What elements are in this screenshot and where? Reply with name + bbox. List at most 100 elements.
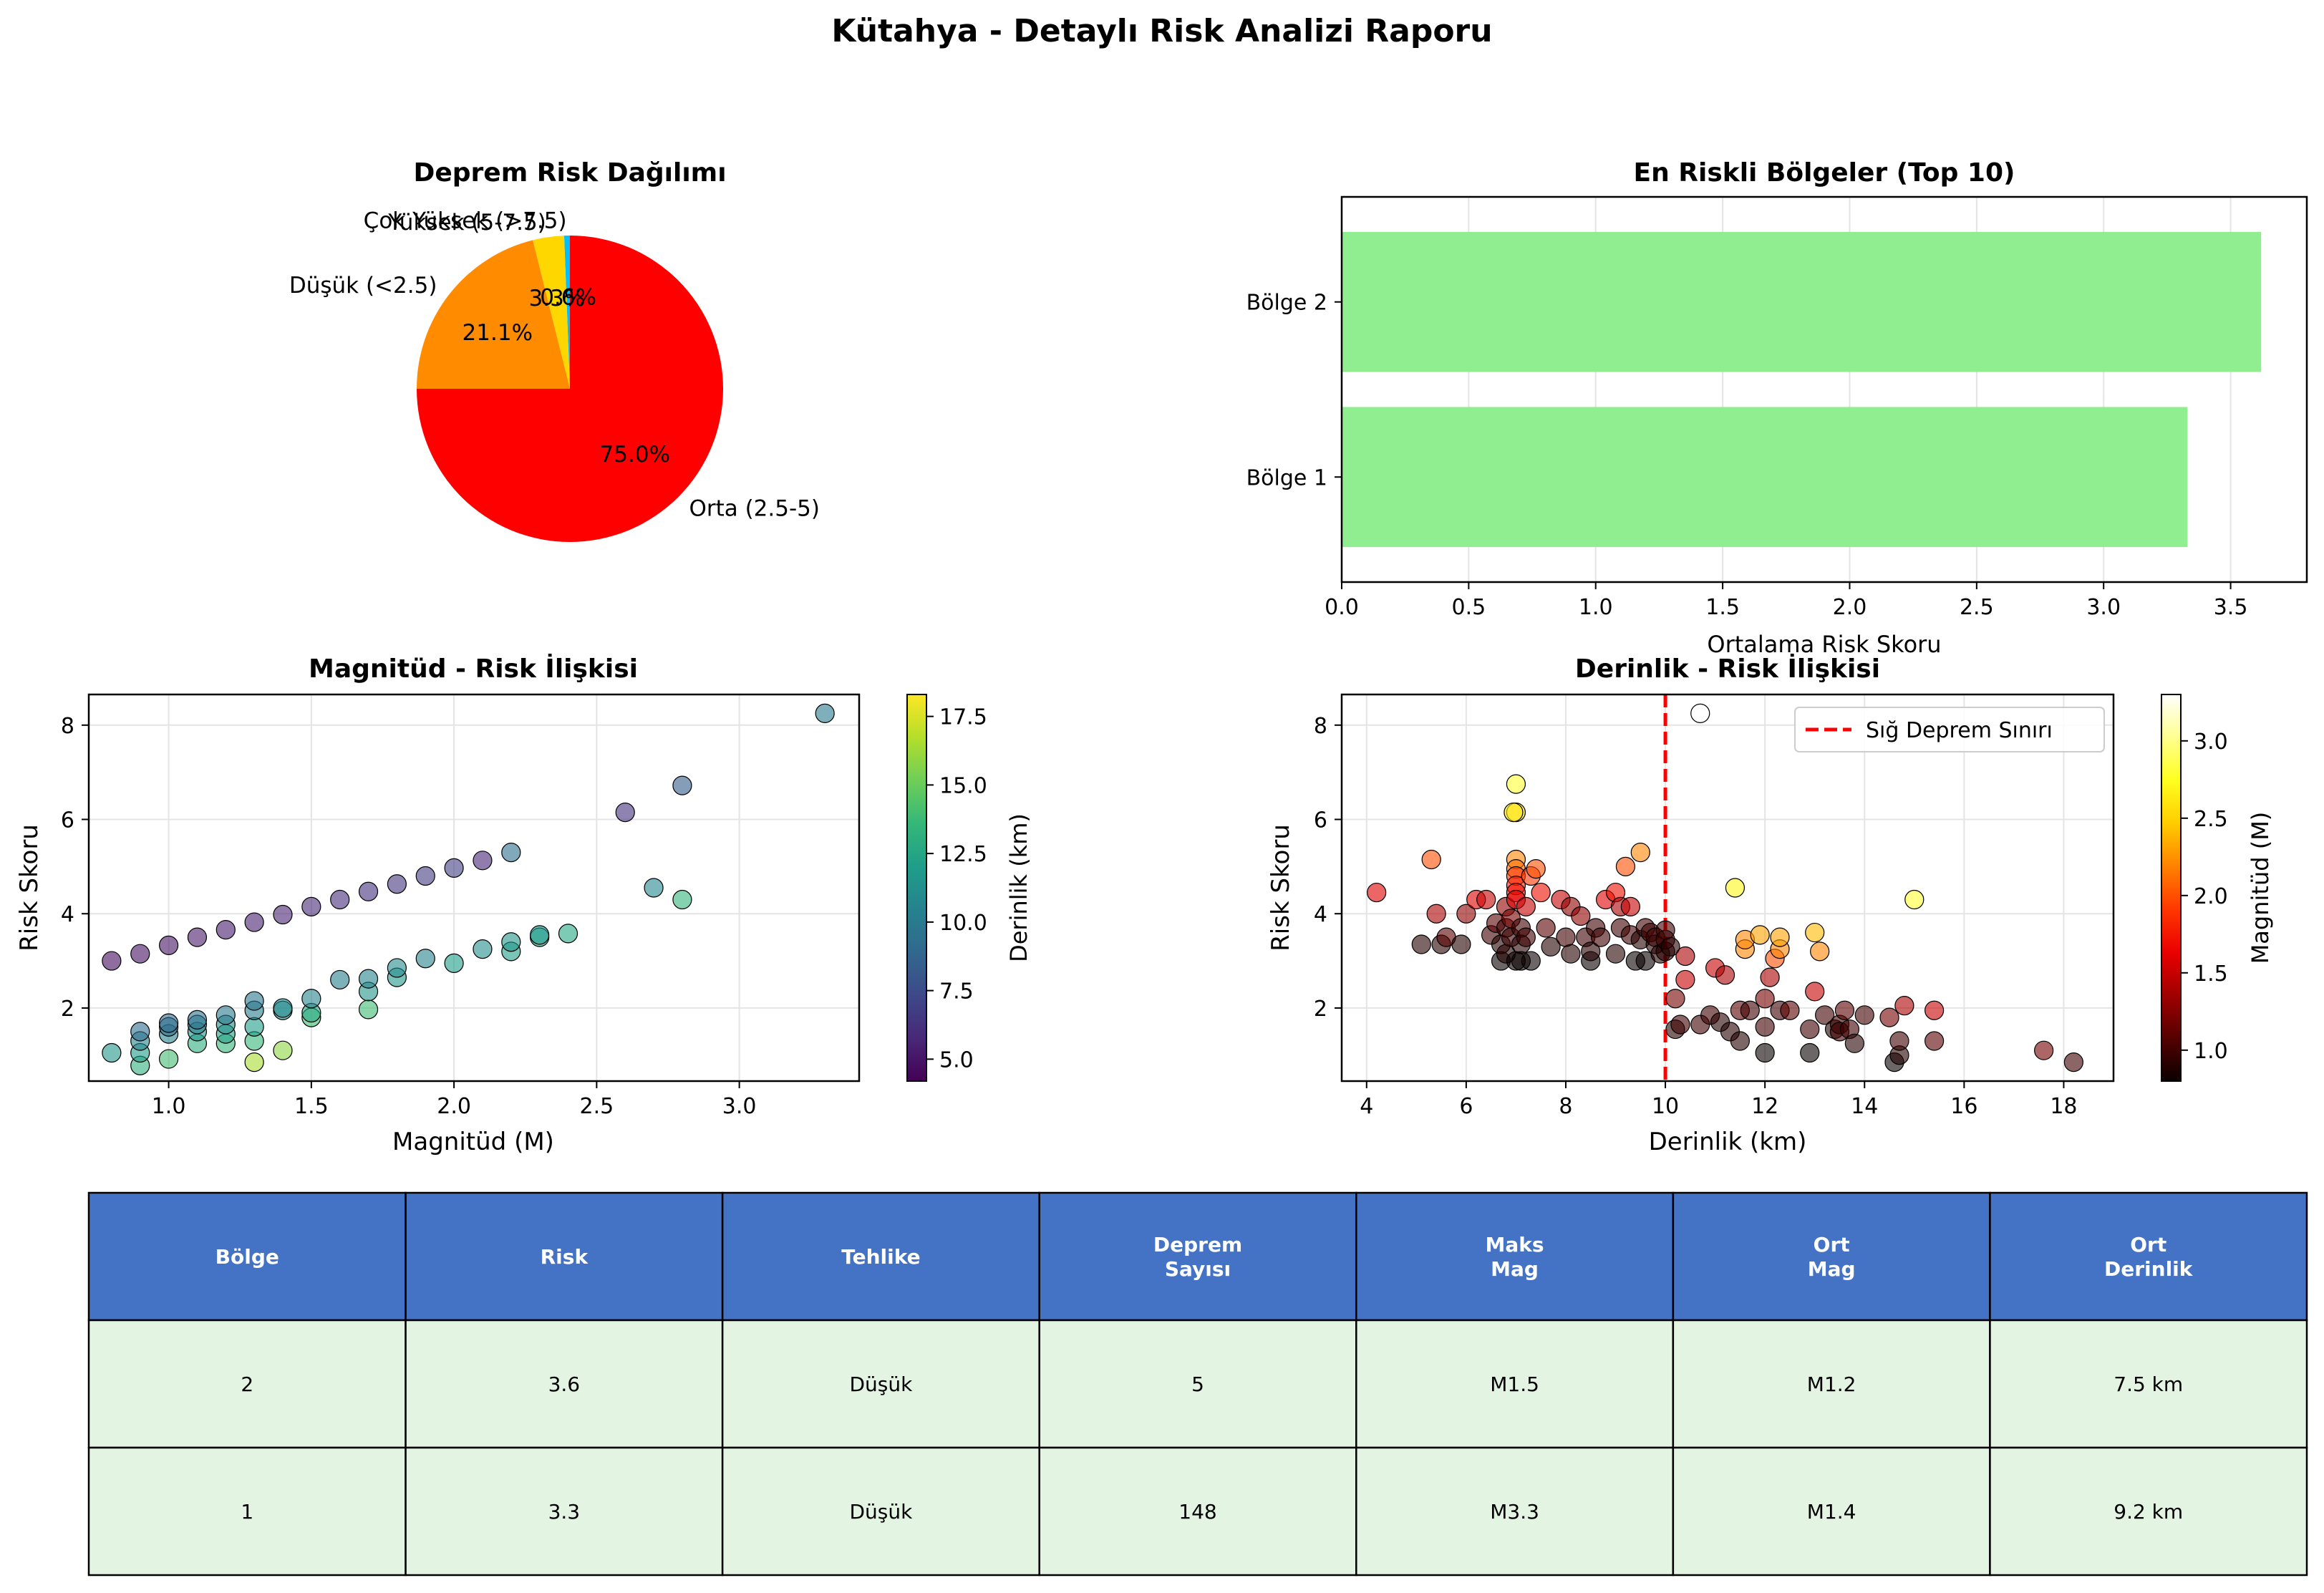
scatter-point — [358, 999, 379, 1020]
bar-title: En Riskli Bölgeler (Top 10) — [1634, 158, 2015, 188]
table-header-label: Tehlike — [841, 1245, 920, 1269]
scatter-point — [1526, 859, 1546, 879]
mag-colorbar — [906, 694, 927, 1082]
table-cell — [87, 1446, 407, 1577]
colorbar-tick-label: 10.0 — [939, 911, 987, 936]
scatter-point — [672, 889, 692, 910]
scatter-point — [2063, 1052, 2083, 1073]
scatter-point — [387, 874, 407, 894]
scatter-point — [1805, 982, 1825, 1002]
table-header-label: Maks Mag — [1486, 1233, 1544, 1281]
scatter-point — [1725, 878, 1746, 898]
scatter-point — [1571, 906, 1591, 926]
pie-labels: Çok Yüksek (>7.5) 0.6% Yüksek (5-7.5) 3.3% D… — [289, 208, 820, 522]
scatter-point — [158, 1013, 179, 1033]
colorbar-tick-label: 7.5 — [939, 979, 974, 1004]
scatter-point — [815, 703, 835, 723]
colorbar-tick-label: 12.5 — [939, 842, 987, 867]
scatter-point — [1411, 934, 1431, 954]
scatter-point — [1800, 1019, 1820, 1040]
scatter-point — [1904, 889, 1924, 910]
bar — [1342, 231, 2262, 372]
scatter-point — [615, 803, 635, 823]
scatter-point — [130, 1022, 150, 1042]
table-header-cell — [1355, 1191, 1675, 1322]
y-tick-label: Bölge 2 — [1246, 291, 1327, 316]
depth-ticks: 4 6 8 10 12 14 16 18 2 4 6 8 — [1314, 714, 2078, 1119]
summary-table: Bölge Risk Tehlike Deprem Sayısı Maks Mag Ort Ma… — [87, 1191, 2308, 1577]
scatter-point — [1780, 1000, 1800, 1020]
scatter-point — [1615, 856, 1636, 876]
x-tick-label: 10 — [1652, 1094, 1679, 1119]
pie-slices — [417, 236, 723, 542]
x-tick-label: 1.0 — [1579, 595, 1613, 620]
table-cell — [87, 1319, 407, 1449]
magnitude-risk-scatter: Magnitüd - Risk İlişkisi 1.0 1.5 2.0 2.5 3.0… — [15, 654, 1032, 1156]
x-tick-label: 1.5 — [1705, 595, 1740, 620]
scatter-point — [1834, 1000, 1855, 1020]
depth-scatter-title: Derinlik - Risk İlişkisi — [1575, 654, 1880, 684]
scatter-point — [130, 944, 150, 964]
table-header-label: Risk — [541, 1245, 589, 1269]
x-tick-label: 16 — [1950, 1094, 1977, 1119]
scatter-point — [158, 935, 179, 955]
x-tick-label: 12 — [1751, 1094, 1778, 1119]
pie-slice — [533, 236, 570, 389]
depth-colorbar-ticks: 1.0 1.5 2.0 2.5 3.0 — [2181, 730, 2228, 1064]
mag-scatter-title: Magnitüd - Risk İlişkisi — [309, 654, 638, 684]
scatter-point — [1421, 849, 1441, 870]
y-tick-label: 4 — [1314, 902, 1327, 927]
colorbar-tick-label: 1.0 — [2194, 1039, 2228, 1064]
mag-points — [102, 703, 835, 1075]
depth-colorbar — [2161, 694, 2182, 1082]
table-cell-value: M3.3 — [1490, 1500, 1539, 1524]
pie-slice — [563, 236, 570, 389]
depth-xlabel: Derinlik (km) — [1649, 1128, 1807, 1156]
scatter-point — [1456, 904, 1476, 924]
x-tick-label: 2.5 — [580, 1094, 614, 1119]
y-tick-label: 6 — [1314, 808, 1327, 833]
depth-axes-frame — [1340, 693, 2115, 1083]
scatter-point — [444, 953, 464, 973]
scatter-point — [273, 1040, 293, 1060]
scatter-point — [244, 991, 264, 1011]
scatter-point — [1516, 896, 1536, 916]
table-cell — [1038, 1319, 1357, 1449]
scatter-point — [1531, 882, 1551, 903]
pie-label: Orta (2.5-5) — [689, 495, 820, 521]
depth-grid — [1342, 694, 2114, 1081]
scatter-point — [1730, 1031, 1750, 1051]
table-cell-value: 3.3 — [548, 1500, 581, 1524]
colorbar-tick-label: 17.5 — [939, 705, 987, 730]
scatter-point — [1805, 922, 1825, 943]
pie-pct-label: 21.1% — [463, 320, 533, 346]
scatter-point — [244, 1017, 264, 1037]
bar-bars — [1342, 231, 2262, 548]
scatter-point — [1660, 936, 1680, 957]
colorbar-tick-label: 15.0 — [939, 773, 987, 798]
colorbar-tick-label: 1.5 — [2194, 962, 2228, 987]
colorbar-tick-label: 5.0 — [939, 1047, 974, 1073]
mag-colorbar-label: Derinlik (km) — [1005, 813, 1032, 962]
x-tick-label: 2.5 — [1960, 595, 1994, 620]
depth-colorbar-label: Magnitüd (M) — [2247, 812, 2274, 964]
scatter-point — [158, 1049, 179, 1069]
table-header-label: Bölge — [216, 1245, 279, 1269]
scatter-point — [2034, 1040, 2054, 1060]
table-cell — [1672, 1319, 1991, 1449]
scatter-point — [1541, 936, 1561, 957]
table-cell-value: M1.5 — [1490, 1372, 1539, 1396]
mag-ylabel: Risk Skoru — [15, 824, 44, 952]
table-cell — [405, 1319, 724, 1449]
table-cell — [721, 1446, 1040, 1577]
scatter-point — [1675, 969, 1695, 990]
x-tick-label: 14 — [1851, 1094, 1878, 1119]
table-header-label: Ort Mag — [1808, 1233, 1856, 1281]
scatter-point — [1715, 965, 1735, 985]
table-cell-value: 3.6 — [548, 1372, 581, 1396]
x-tick-label: 1.0 — [152, 1094, 186, 1119]
scatter-point — [244, 1052, 264, 1073]
pie-slice — [417, 240, 570, 389]
table-cell — [1355, 1446, 1675, 1577]
scatter-point — [558, 924, 578, 944]
